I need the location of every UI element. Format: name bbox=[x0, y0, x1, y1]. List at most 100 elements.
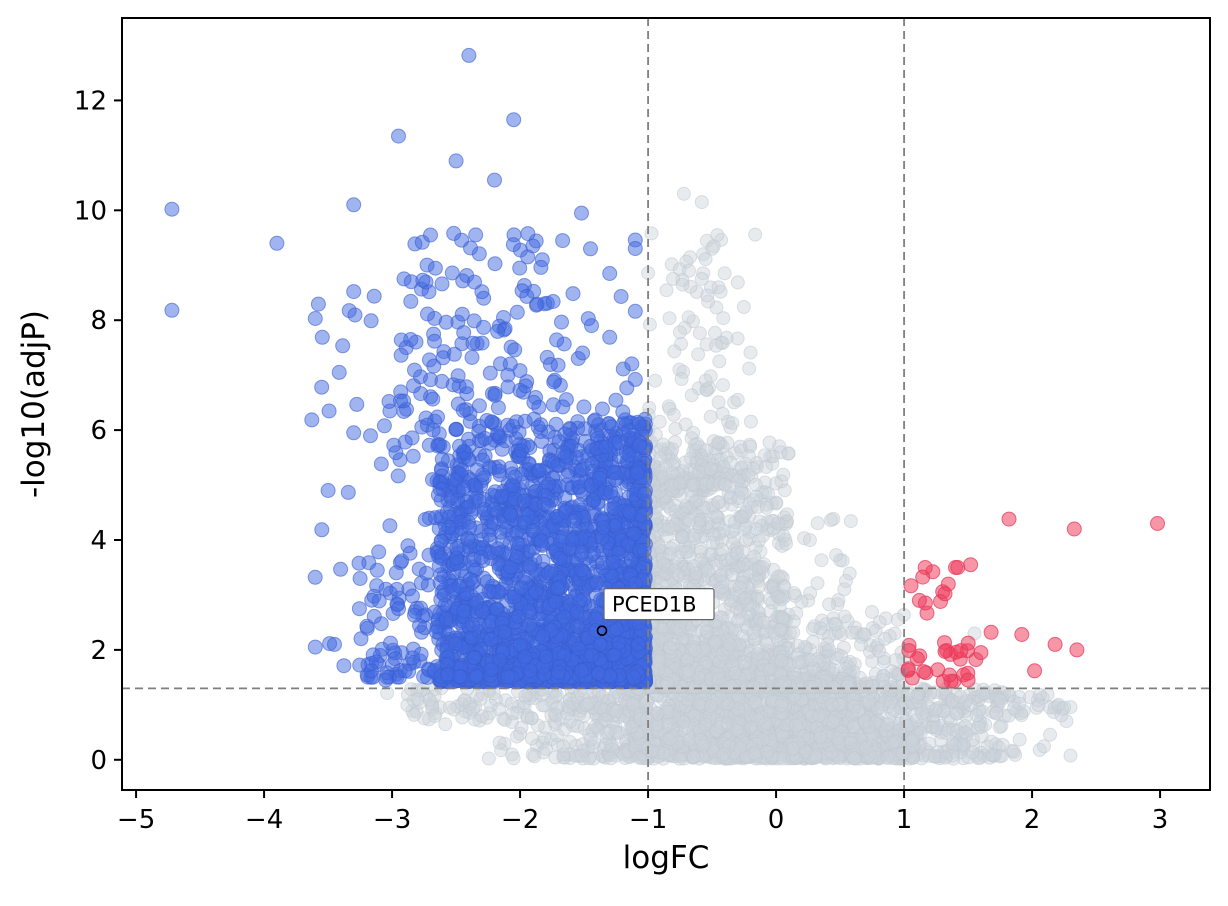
data-point-down bbox=[491, 463, 507, 479]
data-point-ns bbox=[688, 566, 703, 581]
data-point-ns bbox=[759, 500, 774, 515]
data-point-ns bbox=[725, 416, 740, 431]
data-point-ns bbox=[1063, 748, 1078, 763]
data-point-ns bbox=[639, 694, 654, 709]
data-point-ns bbox=[671, 568, 686, 583]
data-point-ns bbox=[704, 462, 719, 477]
data-point-ns bbox=[410, 692, 425, 707]
data-point-ns bbox=[687, 643, 702, 658]
data-point-ns bbox=[527, 749, 542, 764]
data-point-ns bbox=[776, 751, 791, 766]
data-point-ns bbox=[884, 695, 898, 710]
data-point-ns bbox=[704, 699, 718, 713]
data-point-ns bbox=[692, 326, 707, 341]
data-point-ns bbox=[505, 706, 520, 721]
data-point-ns bbox=[757, 448, 772, 463]
data-point-ns bbox=[672, 622, 687, 637]
data-point-ns bbox=[600, 725, 615, 740]
data-point-ns bbox=[876, 679, 891, 694]
data-point-ns bbox=[741, 467, 756, 482]
data-point-ns bbox=[691, 347, 706, 362]
data-point-ns bbox=[730, 331, 745, 346]
data-point-ns bbox=[824, 513, 838, 527]
data-point-ns bbox=[752, 579, 767, 594]
downregulated-points-layer bbox=[164, 47, 653, 690]
data-point-ns bbox=[715, 580, 730, 595]
data-point-ns bbox=[738, 590, 753, 605]
data-point-ns bbox=[826, 715, 840, 730]
data-point-ns bbox=[716, 747, 731, 762]
data-point-ns bbox=[427, 709, 442, 723]
nonsignificant-points-layer bbox=[380, 186, 1078, 766]
data-point-ns bbox=[738, 655, 753, 670]
data-point-ns bbox=[711, 495, 726, 510]
data-point-ns bbox=[847, 751, 862, 766]
data-point-ns bbox=[759, 460, 774, 474]
data-point-ns bbox=[718, 477, 733, 492]
data-point-ns bbox=[929, 720, 944, 735]
data-point-ns bbox=[743, 345, 758, 360]
data-point-ns bbox=[668, 421, 683, 436]
data-point-ns bbox=[438, 717, 453, 732]
data-point-ns bbox=[682, 513, 697, 528]
data-point-ns bbox=[877, 631, 892, 646]
data-point-ns bbox=[699, 443, 713, 458]
data-point-ns bbox=[776, 611, 791, 626]
data-point-ns bbox=[679, 545, 694, 559]
data-point-ns bbox=[1012, 696, 1027, 711]
data-point-ns bbox=[603, 751, 618, 766]
data-point-ns bbox=[497, 736, 512, 751]
data-point-ns bbox=[455, 710, 470, 725]
data-point-ns bbox=[700, 288, 715, 303]
data-point-ns bbox=[895, 746, 910, 761]
data-point-ns bbox=[675, 530, 690, 545]
data-point-ns bbox=[653, 451, 668, 466]
data-point-ns bbox=[730, 392, 745, 407]
data-point-ns bbox=[648, 373, 663, 388]
data-point-ns bbox=[814, 553, 829, 568]
data-point-ns bbox=[927, 749, 942, 764]
data-point-ns bbox=[709, 509, 724, 524]
data-point-ns bbox=[682, 263, 696, 278]
data-point-ns bbox=[742, 449, 757, 464]
data-point-ns bbox=[672, 751, 687, 766]
data-point-ns bbox=[598, 737, 613, 752]
data-point-ns bbox=[672, 325, 687, 340]
data-point-ns bbox=[665, 466, 680, 480]
data-point-ns bbox=[539, 741, 553, 756]
data-point-ns bbox=[688, 494, 703, 509]
data-point-ns bbox=[915, 706, 930, 721]
data-point-ns bbox=[711, 280, 726, 295]
data-point-ns bbox=[953, 689, 968, 704]
data-point-ns bbox=[626, 697, 641, 712]
data-point-ns bbox=[743, 414, 758, 429]
data-point-ns bbox=[675, 277, 690, 292]
data-point-ns bbox=[746, 626, 761, 641]
data-point-ns bbox=[774, 653, 789, 668]
data-point-ns bbox=[609, 704, 624, 719]
data-point-ns bbox=[729, 723, 744, 738]
data-point-ns bbox=[829, 548, 844, 563]
data-point-ns bbox=[851, 704, 866, 719]
data-point-ns bbox=[747, 695, 762, 710]
data-point-ns bbox=[730, 545, 745, 560]
data-point-ns bbox=[549, 700, 564, 715]
data-point-ns bbox=[656, 746, 671, 761]
data-point-ns bbox=[872, 644, 887, 658]
data-point-ns bbox=[736, 300, 751, 314]
data-point-ns bbox=[674, 372, 689, 386]
data-point-ns bbox=[748, 227, 763, 242]
data-point-ns bbox=[698, 655, 713, 670]
data-point-ns bbox=[989, 705, 1004, 720]
data-point-ns bbox=[663, 546, 678, 561]
data-point-ns bbox=[513, 726, 528, 741]
data-point-ns bbox=[442, 700, 457, 715]
data-point-ns bbox=[712, 354, 727, 369]
data-point-ns bbox=[806, 680, 820, 695]
data-point-ns bbox=[524, 731, 539, 746]
data-point-ns bbox=[694, 195, 709, 210]
data-point-ns bbox=[481, 751, 496, 766]
data-point-ns bbox=[756, 615, 771, 630]
data-point-ns bbox=[824, 697, 839, 712]
